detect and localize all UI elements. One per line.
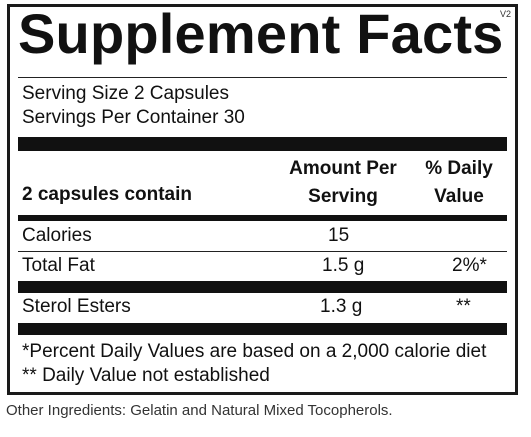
serving-size: Serving Size 2 Capsules	[22, 83, 229, 104]
row-total-fat-name: Total Fat	[22, 255, 95, 276]
header-daily-value: % Daily Value	[425, 158, 493, 207]
thick-divider-mid	[18, 281, 507, 293]
version-label: V2	[499, 9, 511, 19]
row-total-fat-amount: 1.5 g	[322, 255, 365, 276]
header-amount: Amount Per Serving	[289, 158, 397, 207]
row-calories-name: Calories	[22, 225, 92, 246]
footnote-not-established: ** Daily Value not established	[22, 365, 270, 386]
row-sterol-esters-name: Sterol Esters	[22, 296, 131, 317]
other-ingredients: Other Ingredients: Gelatin and Natural M…	[6, 402, 393, 419]
servings-per-container: Servings Per Container 30	[22, 107, 245, 128]
row-sterol-esters-amount: 1.3 g	[320, 296, 363, 317]
title-divider	[18, 77, 507, 78]
thick-divider-top	[18, 137, 507, 151]
row-calories-amount: 15	[328, 225, 350, 246]
header-divider	[18, 215, 507, 221]
row-divider-1	[18, 251, 507, 252]
footnote-percent: *Percent Daily Values are based on a 2,0…	[22, 341, 487, 362]
header-contain: 2 capsules contain	[22, 184, 193, 205]
row-total-fat-daily: 2%*	[452, 255, 487, 276]
supplement-facts-panel: V2 Supplement Facts Serving Size 2 Capsu…	[7, 2, 518, 395]
panel-title: Supplement Facts	[18, 2, 504, 65]
row-sterol-esters-daily: **	[456, 296, 471, 317]
thick-divider-bottom	[18, 323, 507, 335]
